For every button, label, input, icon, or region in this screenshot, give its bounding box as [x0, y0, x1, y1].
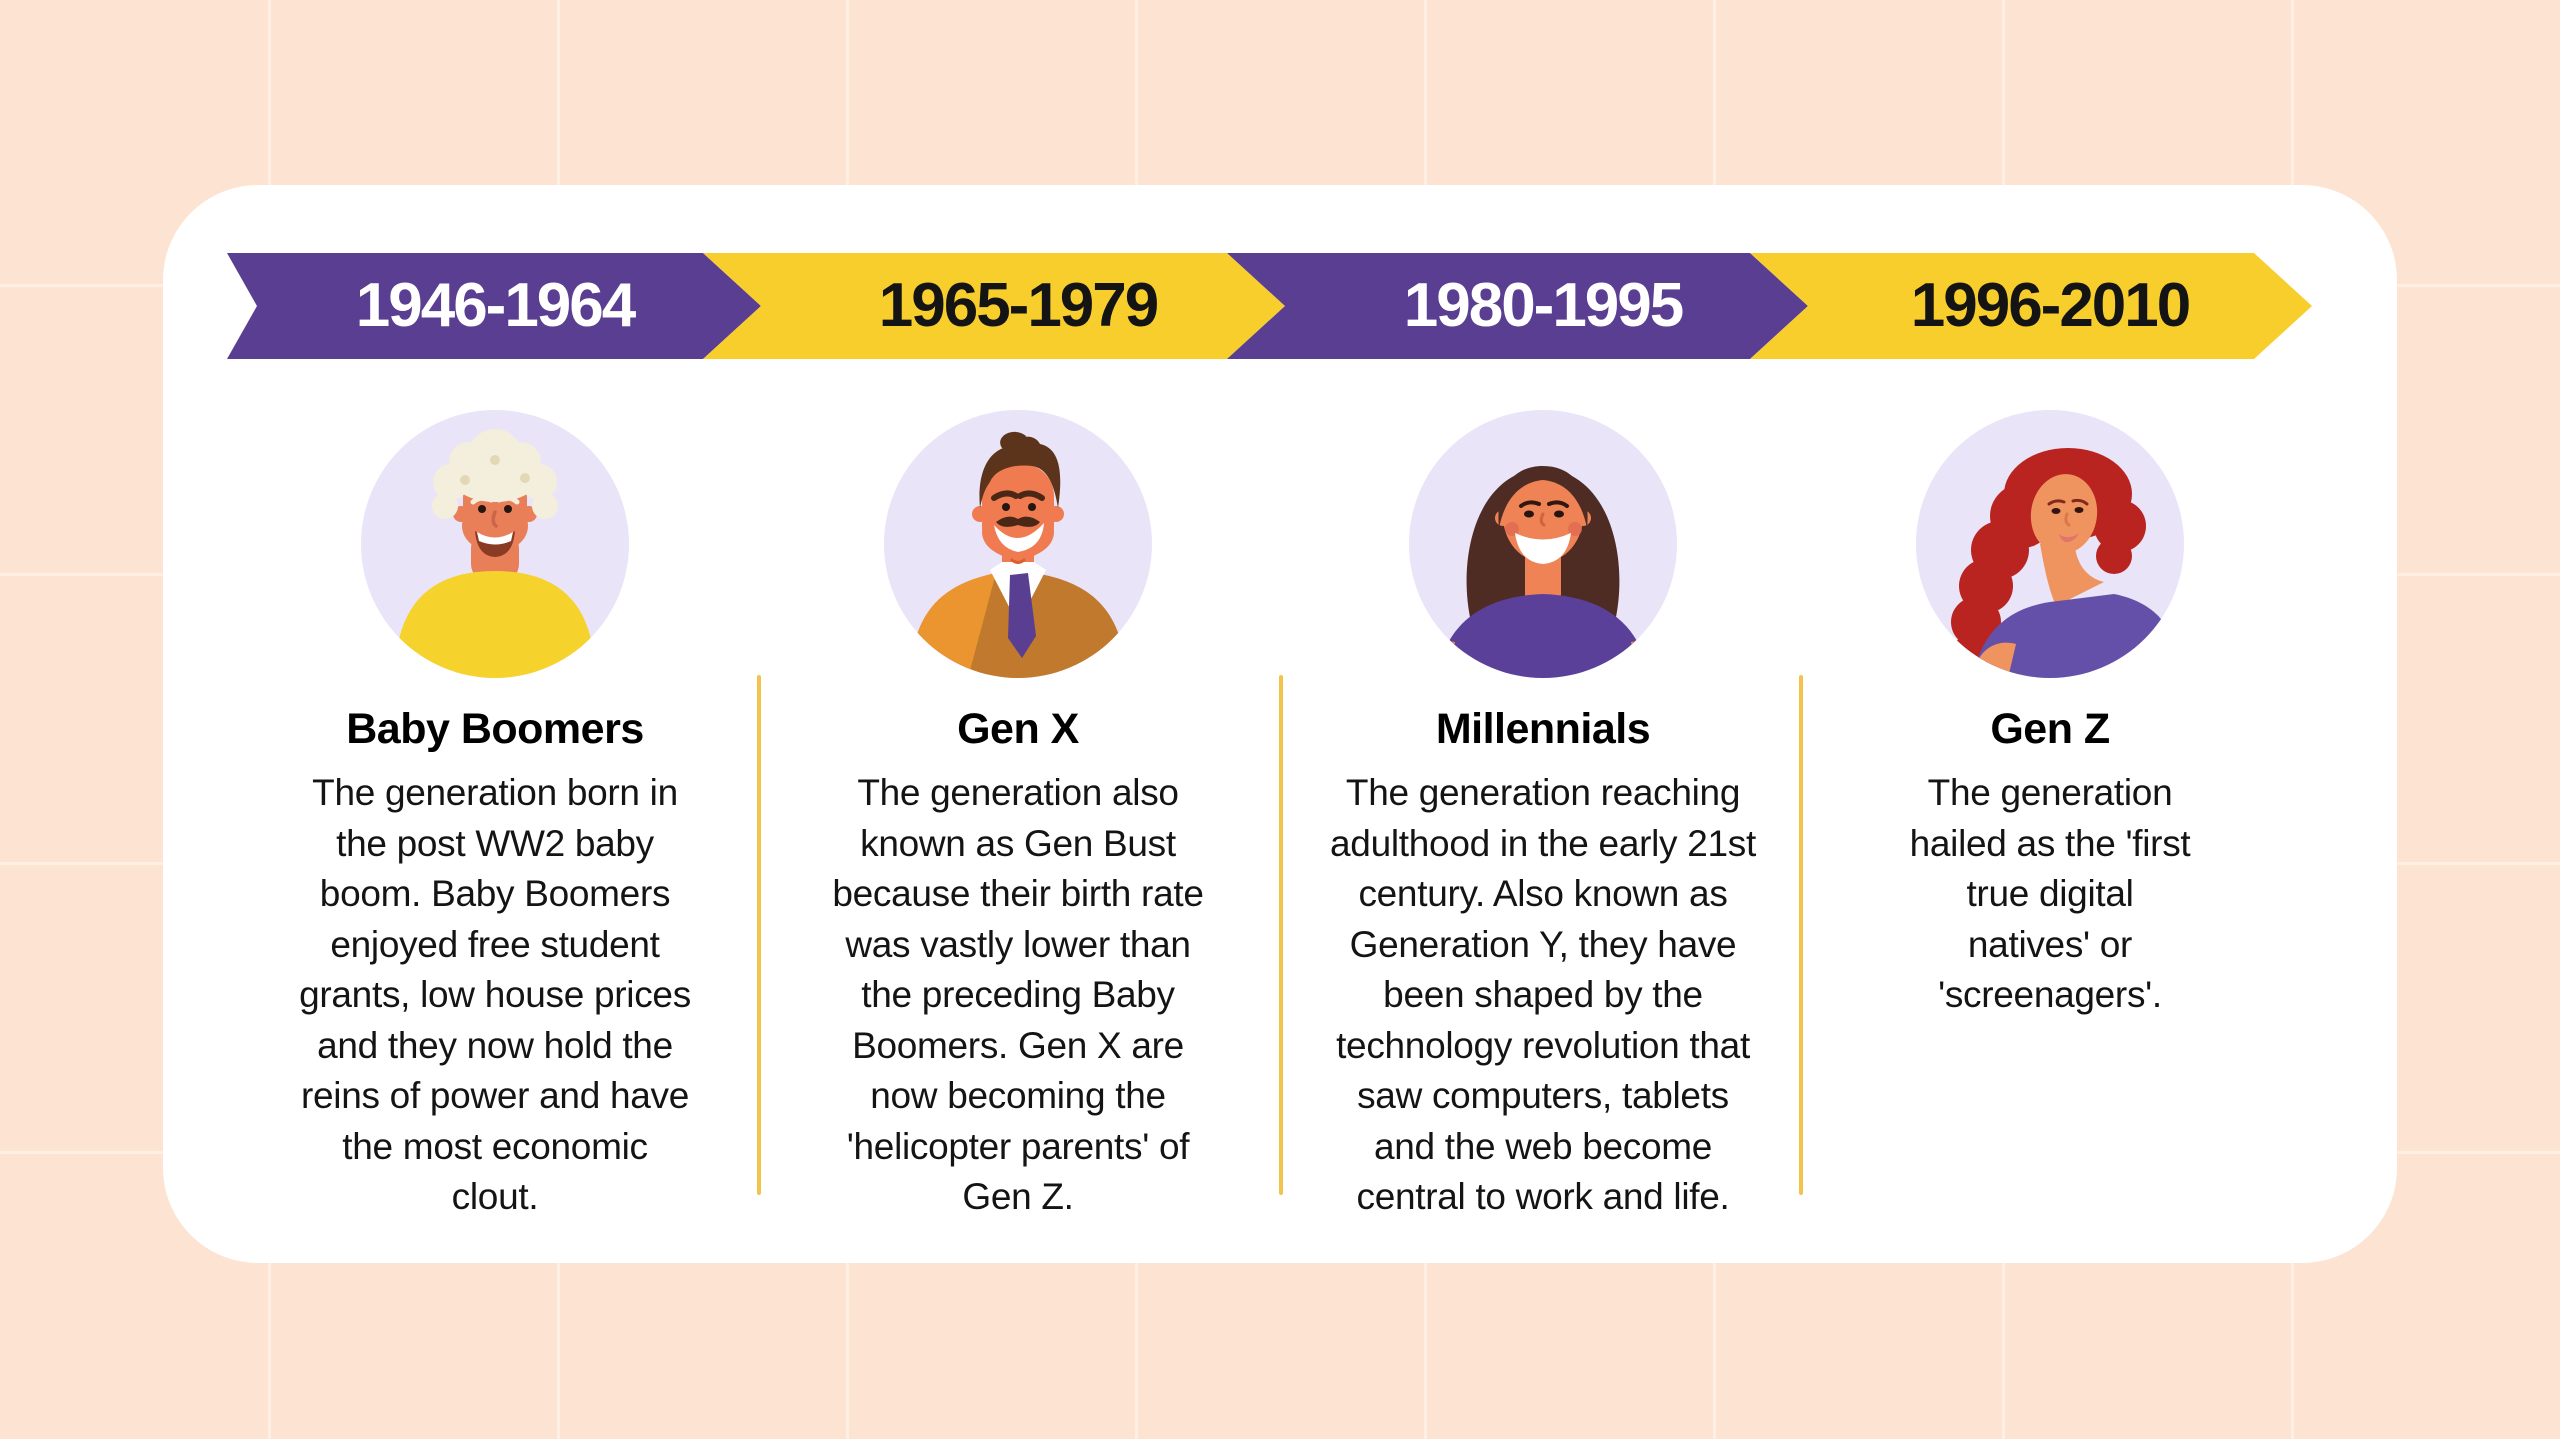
timeline-ribbon	[227, 253, 2312, 359]
column-divider-1	[757, 675, 761, 1195]
column-millennials: Millennials The generation reaching adul…	[1273, 410, 1813, 1223]
timeline-range-1965-1979: 1965-1979	[878, 271, 1159, 340]
column-divider-2	[1279, 675, 1283, 1195]
column-gen-x: Gen X The generation also known as Gen B…	[748, 410, 1288, 1223]
generation-title: Millennials	[1435, 705, 1651, 753]
timeline-range-1996-2010: 1996-2010	[1910, 271, 2191, 340]
timeline-arrow-segment-4	[1750, 253, 2312, 359]
man-shirt-tie-avatar-illustration	[884, 410, 1152, 678]
timeline-arrow-segment-3	[1227, 253, 1808, 359]
generation-description: The generation reaching adulthood in the…	[1330, 772, 1756, 1217]
timeline-range-1946-1964: 1946-1964	[355, 271, 636, 340]
timeline-arrow-segment-2	[703, 253, 1285, 359]
generation-title: Gen Z	[1990, 705, 2110, 753]
generation-description: The generation hailed as the 'first true…	[1909, 772, 2191, 1015]
generation-title: Baby Boomers	[346, 705, 644, 753]
column-baby-boomers: Baby Boomers The generation born in the …	[225, 410, 765, 1223]
column-gen-z: Gen Z The generation hailed as the 'firs…	[1780, 410, 2320, 1021]
timeline-arrow-segment-1	[227, 253, 761, 359]
brunette-woman-avatar-illustration	[1409, 410, 1677, 678]
red-haired-woman-avatar-illustration	[1916, 410, 2184, 678]
timeline-range-1980-1995: 1980-1995	[1403, 271, 1684, 340]
generation-title: Gen X	[957, 705, 1079, 753]
generation-description: The generation born in the post WW2 baby…	[299, 772, 691, 1217]
elderly-woman-avatar-illustration	[361, 410, 629, 678]
column-divider-3	[1799, 675, 1803, 1195]
generation-description: The generation also known as Gen Bust be…	[832, 772, 1204, 1217]
